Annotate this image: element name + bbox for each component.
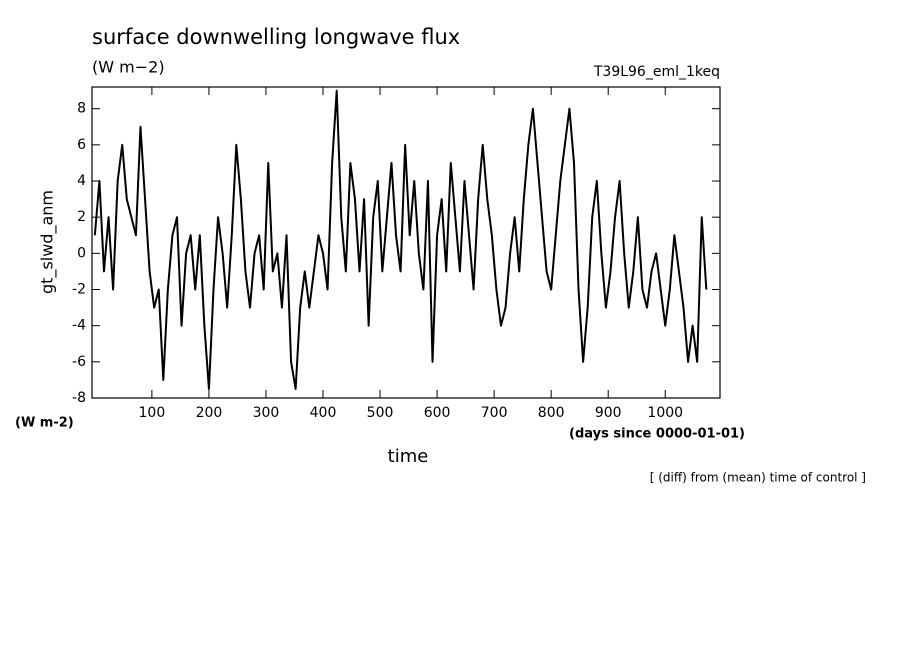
y-tick-label: 0 <box>77 245 86 261</box>
x-tick-label: 100 <box>139 405 166 421</box>
x-tick-label: 200 <box>196 405 223 421</box>
y-tick-label: -4 <box>72 318 86 334</box>
x-tick-label: 1000 <box>647 405 683 421</box>
y-tick-label: 6 <box>77 137 86 153</box>
note: [ (diff) from (mean) time of control ] <box>650 471 866 485</box>
y-tick-label: -2 <box>72 282 86 298</box>
x-tick-label: 800 <box>538 405 565 421</box>
y-tick-label: -6 <box>72 354 86 370</box>
experiment: T39L96_eml_1keq <box>593 64 720 80</box>
x-tick-label: 900 <box>595 405 622 421</box>
x-tick-label: 500 <box>367 405 394 421</box>
units: (W m−2) <box>92 58 165 77</box>
y-tick-label: 2 <box>77 209 86 225</box>
y-axis-label: gt_slwd_anm <box>38 190 58 294</box>
y-tick-label: -8 <box>72 390 86 406</box>
y-tick-label: 8 <box>77 101 86 117</box>
x-tick-label: 600 <box>424 405 451 421</box>
y-units: (W m-2) <box>15 416 74 431</box>
data-line <box>93 89 708 390</box>
plot-frame <box>91 86 721 399</box>
chart-title: surface downwelling longwave flux <box>92 25 460 49</box>
x-axis-label: time <box>388 446 429 467</box>
x-tick-label: 700 <box>481 405 508 421</box>
x-tick-label: 400 <box>310 405 337 421</box>
x-units: (days since 0000-01-01) <box>569 427 745 442</box>
y-tick-label: 4 <box>77 173 86 189</box>
x-tick-label: 300 <box>253 405 280 421</box>
